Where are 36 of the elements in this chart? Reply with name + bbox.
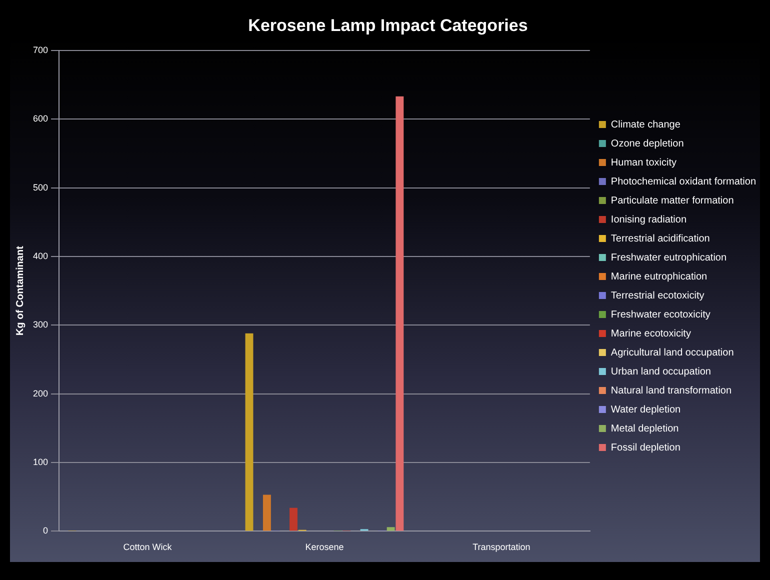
legend-label: Particulate matter formation <box>610 195 734 206</box>
bar <box>396 96 404 531</box>
y-tick-label: 0 <box>43 526 48 536</box>
legend-label: Urban land occupation <box>610 366 711 378</box>
legend-label: Terrestrial ecotoxicity <box>610 290 704 302</box>
y-tick-label: 400 <box>32 250 48 261</box>
legend-label: Ozone depletion <box>610 138 684 150</box>
bar <box>290 508 298 531</box>
legend-label: Climate change <box>610 119 681 130</box>
bar <box>245 333 254 531</box>
legend-label: Fossil depletion <box>610 442 680 454</box>
y-tick-label: 200 <box>32 388 48 398</box>
y-tick-label: 500 <box>32 182 48 192</box>
x-tick-label: Kerosene <box>305 542 344 552</box>
legend-label: Terrestrial acidification <box>610 233 710 244</box>
chart-title: Kerosene Lamp Impact Categories <box>248 16 528 35</box>
legend-label: Freshwater ecotoxicity <box>610 309 710 320</box>
legend-label: Agricultural land occupation <box>610 347 734 358</box>
legend-label: Marine ecotoxicity <box>610 328 691 340</box>
y-tick-label: 600 <box>32 114 48 124</box>
legend-label: Freshwater eutrophication <box>610 252 727 264</box>
bar <box>386 527 395 531</box>
legend-label: Photochemical oxidant formation <box>610 176 756 188</box>
x-tick-label: Cotton Wick <box>123 542 172 552</box>
bar <box>262 494 271 531</box>
legend-label: Marine eutrophication <box>610 271 708 282</box>
legend-label: Metal depletion <box>610 423 679 434</box>
legend-label: Ionising radiation <box>610 214 687 226</box>
y-tick-label: 100 <box>32 457 48 467</box>
y-tick-label: 300 <box>32 320 48 330</box>
legend-label: Natural land transformation <box>610 385 732 396</box>
legend-label: Human toxicity <box>610 157 676 168</box>
x-tick-label: Transportation <box>472 542 530 552</box>
y-tick-label: 700 <box>32 44 48 55</box>
y-axis-title: Kg of Contaminant <box>14 245 26 336</box>
legend-label: Water depletion <box>610 404 681 416</box>
